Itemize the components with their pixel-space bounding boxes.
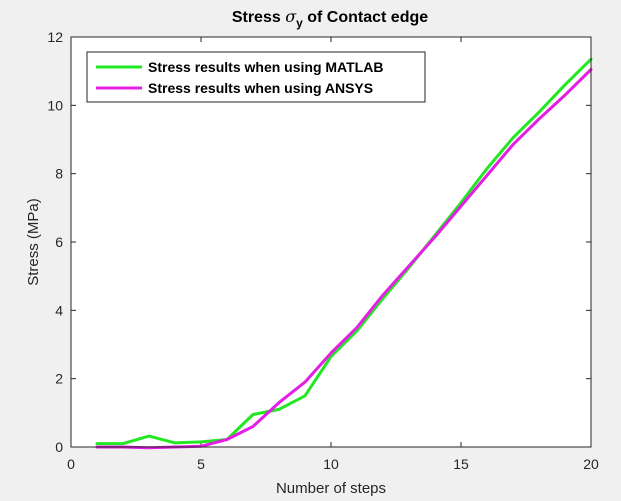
x-tick-label: 0 bbox=[67, 456, 75, 472]
plot-frame bbox=[70, 36, 592, 448]
x-tick-label: 20 bbox=[583, 456, 599, 472]
chart-title: Stress σy of Contact edge bbox=[232, 7, 428, 30]
y-tick-label: 6 bbox=[55, 234, 63, 250]
plot-area bbox=[71, 37, 591, 447]
y-tick-label: 4 bbox=[55, 302, 63, 318]
y-tick-label: 2 bbox=[55, 371, 63, 387]
y-axis-label: Stress (MPa) bbox=[25, 198, 42, 286]
title-sigma: σ bbox=[285, 7, 297, 26]
title-subscript: y bbox=[296, 16, 303, 30]
y-tick-label: 10 bbox=[47, 97, 63, 113]
legend-label-matlab: Stress results when using MATLAB bbox=[148, 59, 383, 75]
ticks-layer: 0 5 10 15 20 0 2 4 6 8 10 12 bbox=[47, 29, 599, 472]
y-tick-label: 12 bbox=[47, 29, 63, 45]
x-tick-label: 10 bbox=[323, 456, 339, 472]
legend: Stress results when using MATLAB Stress … bbox=[86, 51, 426, 103]
x-axis-label: Number of steps bbox=[276, 480, 386, 497]
y-tick-label: 0 bbox=[55, 439, 63, 455]
legend-label-ansys: Stress results when using ANSYS bbox=[148, 80, 373, 96]
y-tick-label: 8 bbox=[55, 166, 63, 182]
x-tick-label: 15 bbox=[453, 456, 469, 472]
legend-box bbox=[86, 51, 426, 103]
series-line-matlab bbox=[95, 57, 593, 446]
x-tick-label: 5 bbox=[197, 456, 205, 472]
